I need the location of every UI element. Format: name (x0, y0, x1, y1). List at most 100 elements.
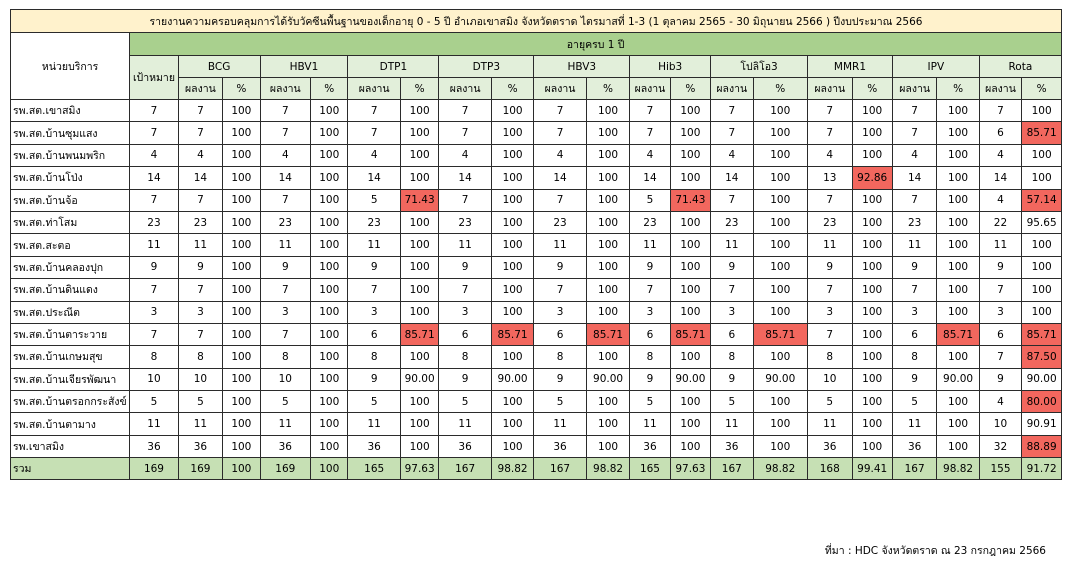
result-cell: 167 (438, 457, 492, 481)
result-cell: 7 (891, 278, 938, 302)
percent-cell: 90.00 (752, 367, 809, 392)
result-cell: 7 (710, 278, 754, 302)
percent-cell: 90.91 (1021, 412, 1062, 436)
result-cell: 11 (259, 233, 312, 257)
percent-cell: 90.00 (490, 367, 535, 392)
table-row: รพ.สต.สะตอ 11 11 100 11 100 11 100 11 100 11 100 11 1… (9, 233, 1062, 257)
percent-cell: 100 (310, 188, 349, 212)
result-cell: 9 (710, 255, 754, 280)
result-cell: 7 (533, 98, 587, 123)
percent-cell: 100 (310, 412, 349, 436)
percent-cell: 100 (490, 188, 535, 212)
result-cell: 36 (891, 434, 938, 459)
result-cell: 36 (259, 434, 312, 459)
result-subheader: ผลงาน (978, 77, 1023, 100)
percent-cell: 85.71 (669, 322, 712, 347)
result-cell: 7 (347, 278, 401, 302)
percent-cell: 100 (222, 345, 261, 369)
percent-cell: 100 (936, 345, 980, 369)
result-cell: 11 (533, 412, 587, 436)
result-cell: 8 (438, 345, 492, 369)
percent-cell: 100 (310, 345, 349, 369)
percent-cell: 100 (222, 322, 261, 347)
percent-cell: 100 (490, 278, 535, 302)
target-cell: 14 (129, 166, 179, 190)
percent-cell: 100 (669, 143, 712, 168)
result-cell: 168 (807, 457, 853, 481)
result-cell: 36 (533, 434, 587, 459)
result-cell: 7 (259, 188, 312, 212)
result-cell: 7 (533, 188, 587, 212)
percent-cell: 100 (851, 188, 893, 212)
result-cell: 9 (807, 255, 853, 280)
result-cell: 7 (347, 121, 401, 145)
vaccine-header: MMR1 (807, 55, 893, 78)
percent-cell: 91.72 (1021, 457, 1062, 481)
percent-cell: 100 (1021, 233, 1062, 257)
target-cell: 11 (129, 412, 179, 436)
result-cell: 7 (978, 345, 1023, 369)
result-cell: 7 (891, 121, 938, 145)
percent-cell: 98.82 (490, 457, 535, 481)
table-row: รพ.สต.บ้านซุมแสง 7 7 100 7 100 7 100 7 100 7 100 7 10… (9, 121, 1062, 145)
percent-cell: 100 (399, 210, 440, 235)
result-cell: 11 (347, 233, 401, 257)
result-cell: 6 (438, 322, 492, 347)
percent-cell: 100 (222, 121, 261, 145)
result-cell: 9 (629, 367, 671, 392)
percent-cell: 100 (936, 98, 980, 123)
service-unit-name: รพ.สต.บ้านเจียรพัฒนา (9, 367, 131, 392)
result-cell: 11 (710, 412, 754, 436)
vaccine-header: BCG (177, 55, 261, 78)
result-cell: 23 (438, 210, 492, 235)
percent-cell: 100 (585, 412, 631, 436)
result-cell: 11 (891, 233, 938, 257)
result-cell: 167 (710, 457, 754, 481)
result-cell: 7 (891, 188, 938, 212)
percent-cell: 71.43 (399, 188, 440, 212)
result-cell: 3 (177, 300, 224, 324)
result-cell: 6 (533, 322, 587, 347)
percent-cell: 57.14 (1021, 188, 1062, 212)
percent-cell: 100 (222, 434, 261, 459)
percent-cell: 100 (222, 255, 261, 280)
result-cell: 7 (177, 188, 224, 212)
result-cell: 4 (710, 143, 754, 168)
result-cell: 36 (438, 434, 492, 459)
result-cell: 9 (978, 367, 1023, 392)
percent-cell: 100 (752, 412, 809, 436)
table-row: รพ.สต.บ้านตาระวาย 7 7 100 7 100 6 85.71 6 85.71 6 8… (9, 322, 1062, 347)
result-subheader: ผลงาน (347, 77, 401, 100)
result-cell: 9 (259, 255, 312, 280)
result-subheader: ผลงาน (629, 77, 671, 100)
table-row: รพ.สต.ท่าโสม 23 23 100 23 100 23 100 23 100 23 100 2… (9, 210, 1062, 235)
percent-cell: 90.00 (585, 367, 631, 392)
result-cell: 7 (177, 121, 224, 145)
percent-cell: 100 (669, 121, 712, 145)
percent-cell: 100 (851, 322, 893, 347)
result-cell: 11 (710, 233, 754, 257)
percent-cell: 98.82 (585, 457, 631, 481)
percent-cell: 100 (310, 143, 349, 168)
result-cell: 23 (807, 210, 853, 235)
result-cell: 167 (891, 457, 938, 481)
percent-cell: 100 (585, 166, 631, 190)
vaccine-header: DTP3 (438, 55, 535, 78)
percent-cell: 100 (222, 390, 261, 414)
percent-cell: 100 (585, 121, 631, 145)
percent-cell: 100 (752, 188, 809, 212)
result-cell: 7 (438, 98, 492, 123)
percent-cell: 100 (752, 390, 809, 414)
percent-cell: 100 (399, 255, 440, 280)
result-cell: 7 (807, 98, 853, 123)
result-cell: 6 (629, 322, 671, 347)
percent-cell: 100 (399, 300, 440, 324)
service-unit-name: รพ.สต.บ้านจ้อ (9, 188, 131, 212)
result-cell: 11 (629, 412, 671, 436)
result-cell: 8 (177, 345, 224, 369)
percent-cell: 100 (669, 210, 712, 235)
percent-cell: 100 (752, 210, 809, 235)
source-note: ที่มา : HDC จังหวัดตราด ณ 23 กรกฎาคม 256… (824, 545, 1046, 557)
result-cell: 36 (807, 434, 853, 459)
result-cell: 6 (978, 121, 1023, 145)
